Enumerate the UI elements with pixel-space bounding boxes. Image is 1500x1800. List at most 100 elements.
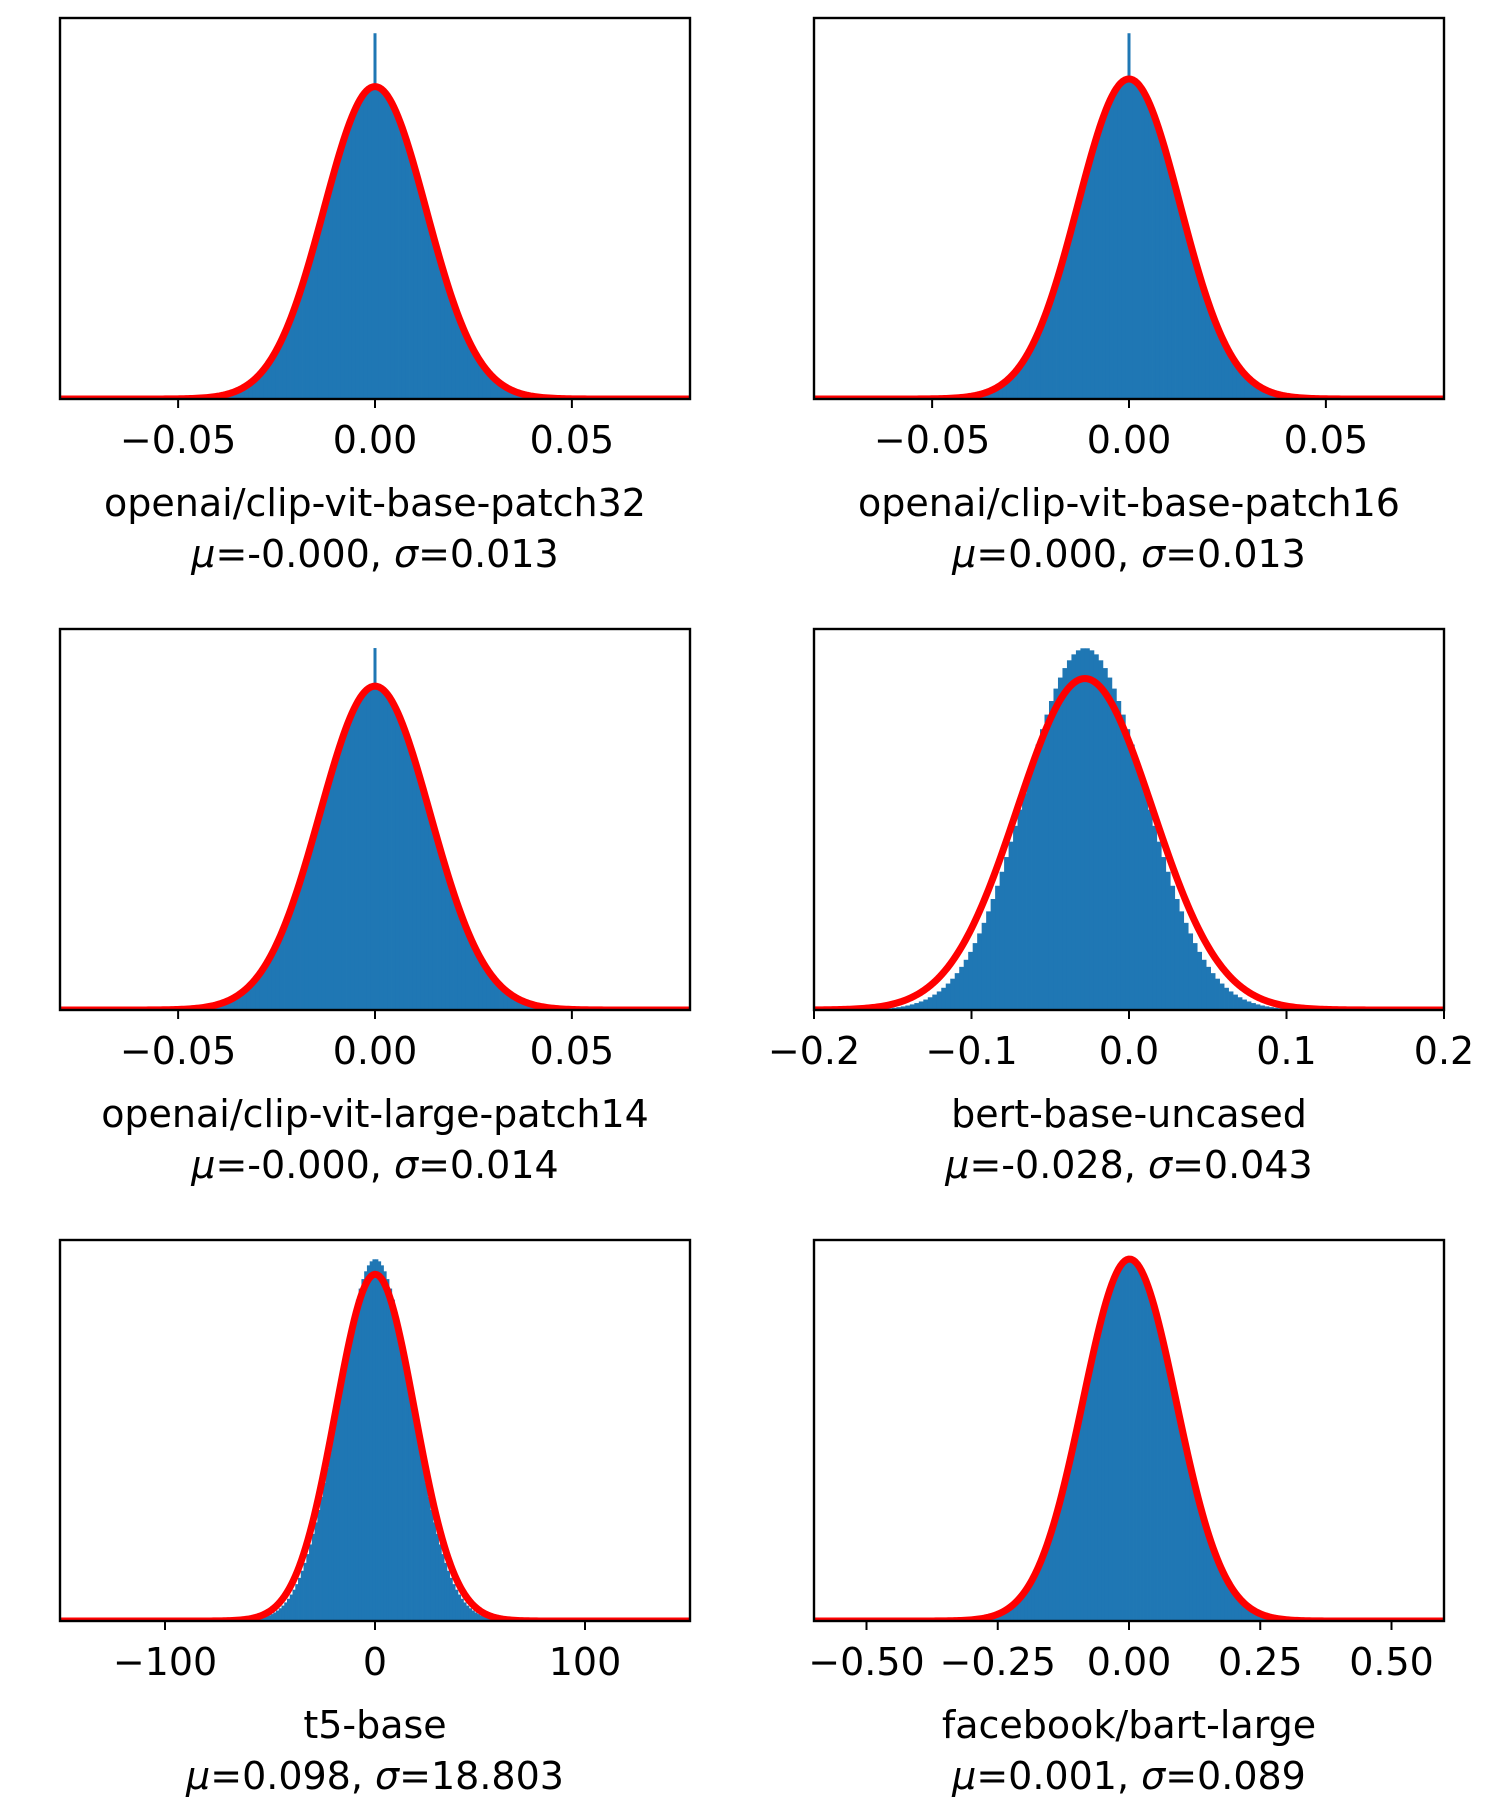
- histogram-bar: [511, 996, 516, 1010]
- histogram-bar: [1111, 688, 1117, 1010]
- histogram-bar: [321, 211, 326, 399]
- histogram-bar: [1228, 354, 1234, 399]
- histogram-bar: [1147, 809, 1153, 1010]
- histogram-bar: [1231, 1589, 1236, 1621]
- histogram-bar: [905, 1005, 911, 1010]
- histogram-bar: [1017, 1598, 1022, 1621]
- histogram-bar: [909, 1004, 915, 1010]
- histogram-bar: [914, 1003, 920, 1010]
- histogram-bar: [259, 971, 264, 1010]
- histogram-bar: [1255, 1004, 1261, 1010]
- histogram-bar: [1175, 192, 1180, 399]
- histogram-bar: [1186, 236, 1191, 399]
- histogram-bar: [1248, 1608, 1253, 1621]
- histogram-bar: [470, 348, 476, 399]
- histogram-bar: [369, 1261, 373, 1621]
- x-tick-label: 0.00: [333, 1029, 418, 1073]
- x-tick-label: 0.00: [333, 418, 418, 462]
- histogram-bar: [436, 253, 441, 399]
- histogram-bar: [1107, 677, 1113, 1010]
- histogram-bar: [1048, 701, 1054, 1010]
- histogram-bar: [359, 97, 364, 399]
- histogram-bar: [474, 1612, 478, 1621]
- histogram-bar: [452, 1584, 456, 1621]
- histogram-bar: [1188, 933, 1194, 1010]
- histogram-bar: [413, 1420, 417, 1621]
- histogram-bar: [1244, 375, 1249, 399]
- histogram-bar: [271, 355, 276, 399]
- histogram-bar: [279, 932, 285, 1010]
- histogram-bar: [411, 1404, 415, 1621]
- histogram-bar: [1104, 1299, 1109, 1621]
- histogram-bar: [482, 1616, 486, 1621]
- histogram-bar: [1136, 1265, 1141, 1621]
- histogram-bar: [397, 1325, 401, 1621]
- histogram-bar: [298, 291, 303, 399]
- histogram-bar: [1098, 660, 1104, 1010]
- histogram-bar: [1167, 164, 1172, 399]
- histogram-bar: [1004, 857, 1009, 1010]
- histogram-bar: [1115, 1271, 1120, 1621]
- histogram-bar: [479, 1615, 484, 1621]
- histogram-bar: [1196, 1496, 1201, 1621]
- histogram-bar: [1205, 300, 1211, 399]
- histogram-bar: [1242, 999, 1247, 1010]
- histogram-bar: [1112, 1279, 1116, 1621]
- histogram-bar: [390, 103, 395, 399]
- histogram-bar: [494, 981, 500, 1010]
- mu-value: =0.000,: [976, 532, 1141, 576]
- histogram-bar: [309, 253, 314, 399]
- subplot-6: −0.50 −0.25 0.00 0.25 0.50 facebook/bart-larg…: [808, 1238, 1446, 1798]
- histogram-bar: [474, 950, 479, 1010]
- mu-value: =0.098,: [210, 1754, 375, 1798]
- histogram-bar: [1083, 1387, 1088, 1621]
- histogram-bar: [236, 389, 242, 399]
- histogram-bar: [1101, 1312, 1106, 1621]
- histogram-bar: [1234, 1594, 1239, 1621]
- histogram-bar: [1155, 125, 1161, 399]
- histogram-bar: [457, 910, 463, 1010]
- histogram-bar: [457, 1594, 462, 1621]
- histogram-bar: [485, 1617, 489, 1621]
- x-tick-label: 0.50: [1349, 1640, 1434, 1684]
- histogram-bar: [455, 1589, 459, 1621]
- histogram-bar: [1055, 1509, 1060, 1621]
- histogram-bar: [1259, 1005, 1265, 1010]
- histogram-bar: [417, 183, 422, 399]
- histogram-bar: [358, 697, 363, 1010]
- histogram-bar: [1082, 178, 1088, 399]
- histogram-bars: [186, 33, 564, 399]
- histogram-bar: [455, 313, 460, 399]
- histogram-bar: [421, 197, 426, 399]
- histogram-bar: [1073, 1436, 1078, 1621]
- histogram-bar: [372, 1259, 376, 1621]
- histogram-bar: [1192, 1482, 1197, 1621]
- histogram-bar: [409, 156, 414, 399]
- histogram-bar: [377, 1261, 382, 1621]
- histogram-bar: [1133, 1261, 1137, 1621]
- histogram-bar: [238, 993, 244, 1010]
- histogram-bar: [941, 987, 947, 1010]
- histogram-bar: [981, 922, 987, 1010]
- histogram-bar: [403, 733, 409, 1010]
- histogram-bar: [1010, 1605, 1015, 1621]
- histogram-bar: [286, 323, 291, 399]
- histogram-bar: [900, 1006, 906, 1010]
- histogram-bar: [1148, 105, 1153, 399]
- histogram-bar: [474, 355, 480, 399]
- histogram-spike-bar: [373, 33, 377, 399]
- histogram-bar: [325, 197, 330, 399]
- sigma-value: =0.013: [418, 532, 559, 576]
- histogram-bar: [344, 1355, 349, 1621]
- histogram-bar: [337, 745, 343, 1010]
- histogram-bar: [1062, 668, 1068, 1010]
- histogram-bar: [344, 132, 349, 399]
- histogram-bar: [1027, 1584, 1032, 1621]
- histogram-bar: [467, 341, 472, 399]
- histogram-bar: [499, 986, 504, 1010]
- histogram-spike-bar: [373, 648, 377, 1010]
- histogram-bar: [1224, 1577, 1229, 1621]
- x-tick-label: 0.00: [1087, 1640, 1172, 1684]
- histogram-bar: [515, 998, 521, 1010]
- histogram-bar: [271, 950, 277, 1010]
